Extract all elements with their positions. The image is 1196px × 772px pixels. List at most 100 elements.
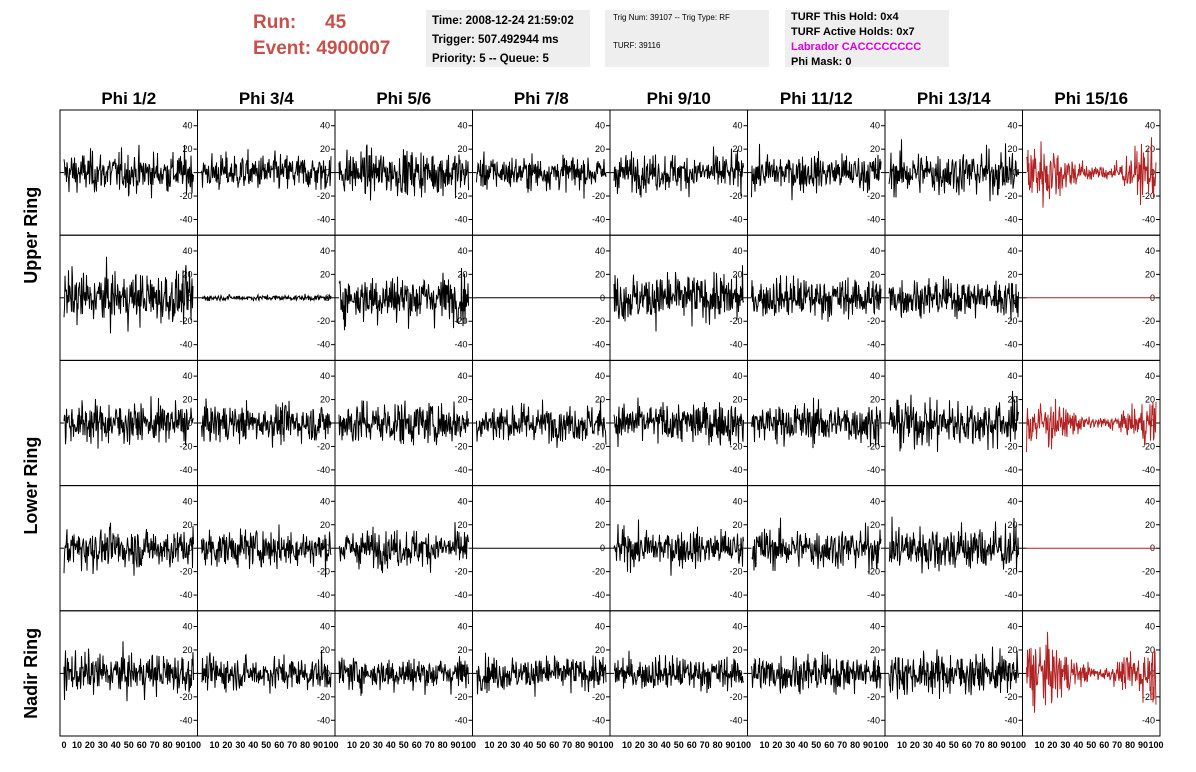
- y-tick-label: -20: [317, 191, 330, 201]
- y-tick-label: -40: [317, 465, 330, 475]
- x-tick-label: 30: [648, 740, 658, 750]
- x-tick-label: 90: [1138, 740, 1148, 750]
- x-tick-label: 80: [438, 740, 448, 750]
- waveform-trace: [1026, 137, 1157, 208]
- priority-line: Priority: 5 -- Queue: 5: [432, 53, 549, 65]
- y-tick-label: 40: [870, 371, 880, 381]
- x-tick-label: 70: [1112, 740, 1122, 750]
- y-tick-label: 40: [457, 622, 467, 632]
- y-tick-label: 0: [1012, 293, 1017, 303]
- y-tick-label: -20: [454, 567, 467, 577]
- y-tick-label: -40: [1004, 590, 1017, 600]
- y-tick-label: -40: [592, 340, 605, 350]
- y-tick-label: -40: [867, 214, 880, 224]
- x-tick-label: 60: [549, 740, 559, 750]
- x-tick-label: 20: [85, 740, 95, 750]
- waveform-trace: [613, 519, 744, 576]
- y-tick-label: -20: [729, 441, 742, 451]
- y-tick-label: 20: [595, 645, 605, 655]
- y-tick-label: 20: [320, 520, 330, 530]
- x-tick-label: 50: [124, 740, 134, 750]
- waveform-trace: [1026, 398, 1157, 453]
- x-tick-label: 20: [772, 740, 782, 750]
- y-tick-label: 40: [1145, 371, 1155, 381]
- y-tick-label: -20: [867, 567, 880, 577]
- x-tick-label: 90: [1001, 740, 1011, 750]
- y-tick-label: 40: [320, 371, 330, 381]
- y-tick-label: -40: [317, 590, 330, 600]
- trig-line: Trig Num: 39107 -- Trig Type: RF: [613, 13, 730, 22]
- x-tick-label: 30: [785, 740, 795, 750]
- x-tick-label: 50: [261, 740, 271, 750]
- y-tick-label: -20: [1004, 191, 1017, 201]
- y-tick-label: 20: [182, 645, 192, 655]
- y-tick-label: 20: [870, 645, 880, 655]
- y-tick-label: 20: [1007, 269, 1017, 279]
- y-tick-label: 40: [182, 371, 192, 381]
- y-tick-label: -20: [317, 567, 330, 577]
- x-tick-label: 10: [484, 740, 494, 750]
- x-tick-label: 30: [98, 740, 108, 750]
- waveform-trace: [888, 516, 1019, 574]
- x-tick-label: 60: [274, 740, 284, 750]
- y-tick-label: 40: [595, 622, 605, 632]
- waveform-trace: [338, 267, 469, 331]
- ring-label: Lower Ring: [21, 437, 41, 535]
- y-tick-label: 20: [320, 269, 330, 279]
- y-tick-label: -40: [867, 715, 880, 725]
- y-tick-label: 40: [1145, 121, 1155, 131]
- y-tick-label: 0: [462, 168, 467, 178]
- y-tick-label: -40: [179, 214, 192, 224]
- x-tick-label: 60: [962, 740, 972, 750]
- y-tick-label: -20: [867, 692, 880, 702]
- y-tick-label: 20: [457, 395, 467, 405]
- x-tick-label: 50: [399, 740, 409, 750]
- y-tick-label: -40: [1142, 590, 1155, 600]
- y-tick-label: 40: [595, 371, 605, 381]
- x-tick-label: 10: [209, 740, 219, 750]
- y-tick-label: 20: [1145, 520, 1155, 530]
- x-tick-label: 40: [111, 740, 121, 750]
- y-tick-label: 40: [457, 246, 467, 256]
- waveform-trace: [201, 149, 332, 190]
- y-tick-label: 20: [732, 645, 742, 655]
- y-tick-label: 20: [1145, 395, 1155, 405]
- x-tick-label: 80: [713, 740, 723, 750]
- column-header: Phi 5/6: [376, 89, 431, 108]
- y-tick-label: 40: [457, 371, 467, 381]
- x-tick-label: 90: [726, 740, 736, 750]
- waveform-trace: [338, 522, 469, 574]
- x-tick-label: 50: [1086, 740, 1096, 750]
- y-tick-label: -40: [454, 465, 467, 475]
- y-tick-label: -40: [1142, 465, 1155, 475]
- y-tick-label: 40: [320, 622, 330, 632]
- y-tick-label: -40: [1142, 340, 1155, 350]
- waveform-trace: [63, 522, 194, 576]
- y-tick-label: -40: [1142, 214, 1155, 224]
- y-tick-label: -40: [592, 465, 605, 475]
- x-tick-label: 70: [562, 740, 572, 750]
- turf-line: TURF: 39116: [613, 41, 661, 50]
- column-header: Phi 13/14: [917, 89, 991, 108]
- time-line: Time: 2008-12-24 21:59:02: [432, 15, 574, 27]
- waveform-trace: [201, 524, 332, 578]
- y-tick-label: 40: [1007, 121, 1017, 131]
- run-value: 45: [325, 12, 347, 33]
- y-tick-label: 20: [1145, 269, 1155, 279]
- y-tick-label: -40: [729, 590, 742, 600]
- y-tick-label: 20: [182, 269, 192, 279]
- x-tick-label: 100: [1148, 740, 1163, 750]
- x-tick-label: 50: [949, 740, 959, 750]
- waveform-trace: [751, 517, 882, 575]
- x-tick-label: 20: [222, 740, 232, 750]
- y-tick-label: 0: [737, 168, 742, 178]
- x-tick-label: 20: [635, 740, 645, 750]
- y-tick-label: -40: [454, 214, 467, 224]
- x-tick-label: 90: [313, 740, 323, 750]
- y-tick-label: 0: [737, 543, 742, 553]
- y-tick-label: -40: [867, 590, 880, 600]
- y-tick-label: 40: [1007, 622, 1017, 632]
- x-tick-label: 50: [811, 740, 821, 750]
- column-header: Phi 7/8: [514, 89, 569, 108]
- y-tick-label: -40: [592, 590, 605, 600]
